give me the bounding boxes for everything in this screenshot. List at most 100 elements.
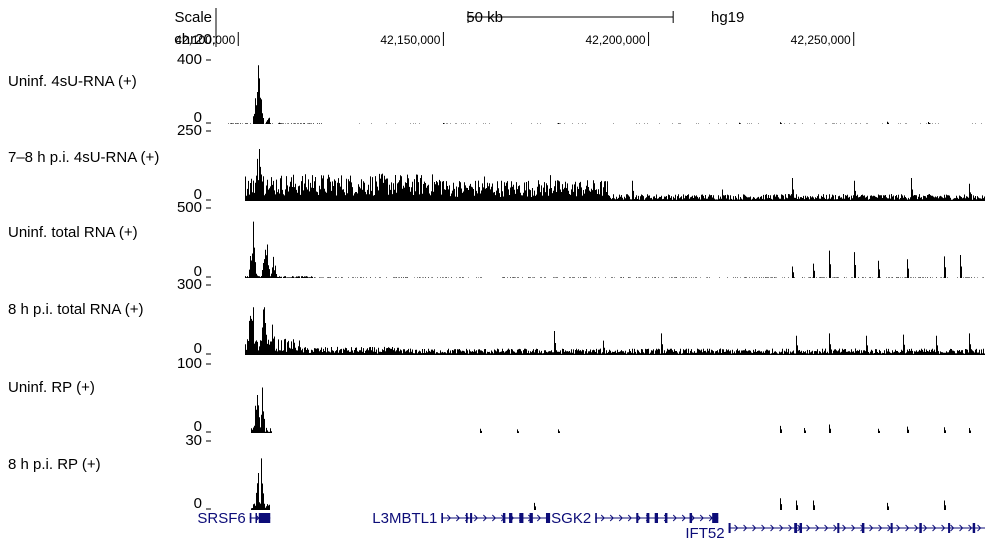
- track-5: Uninf. RP (+) 100 0: [8, 355, 971, 435]
- track-signal: [228, 65, 982, 124]
- track-ymin-label: 0: [194, 418, 202, 435]
- gene-exon: [664, 513, 668, 523]
- gene-strand-arrow: [842, 524, 847, 532]
- gene-strand-arrow: [968, 524, 973, 532]
- track-ymax-label: 100: [177, 355, 202, 372]
- track-4: 8 h p.i. total RNA (+) 300 0: [8, 276, 985, 357]
- gene-strand-arrow: [681, 514, 686, 522]
- position-ticks: 42,100,000 42,150,000 42,200,000 42,250,000: [175, 32, 855, 47]
- scale-label: Scale: [174, 9, 212, 26]
- track-label: Uninf. total RNA (+): [8, 224, 138, 241]
- track-label: 8 h p.i. total RNA (+): [8, 301, 143, 318]
- gene-exon: [258, 513, 271, 523]
- gene-strand-arrow: [474, 514, 479, 522]
- gene-exon: [519, 513, 524, 523]
- gene-strand-arrow: [761, 524, 766, 532]
- gene-exon: [799, 523, 803, 533]
- position-tick-label: 42,100,000: [175, 33, 235, 47]
- track-ymax-label: 300: [177, 276, 202, 293]
- gene-strand-arrow: [941, 524, 946, 532]
- gene-exon: [529, 513, 533, 523]
- gene-strand-arrow: [672, 514, 677, 522]
- track-signal: [245, 307, 985, 355]
- track-label: Uninf. 4sU-RNA (+): [8, 73, 137, 90]
- gene-strand-arrow: [779, 524, 784, 532]
- gene-exon: [861, 523, 865, 533]
- gene-strand-arrow: [923, 524, 928, 532]
- track-label: Uninf. RP (+): [8, 379, 95, 396]
- chrom-label: chr20:: [174, 31, 216, 48]
- gene-exon: [712, 513, 719, 523]
- gene-exon: [890, 523, 893, 533]
- gene-exon: [465, 513, 468, 523]
- gene-strand-arrow: [770, 524, 775, 532]
- gene-strand-arrow: [896, 524, 901, 532]
- gene-exon: [948, 523, 951, 533]
- gene-strand-arrow: [734, 524, 739, 532]
- assembly-label: hg19: [711, 9, 744, 26]
- track-signal: [251, 387, 971, 433]
- track-ymax-label: 500: [177, 199, 202, 216]
- track-1: Uninf. 4sU-RNA (+) 400 0: [8, 51, 982, 126]
- track-signal: [245, 221, 984, 278]
- gene-strand-arrow: [492, 514, 497, 522]
- track-label: 7–8 h p.i. 4sU-RNA (+): [8, 149, 159, 166]
- gene-strand-arrow: [609, 514, 614, 522]
- position-tick-label: 42,200,000: [585, 33, 645, 47]
- gene-strand-arrow: [690, 514, 695, 522]
- track-3: Uninf. total RNA (+) 500 0: [8, 199, 984, 280]
- gene-strand-arrow: [851, 524, 856, 532]
- gene-exon: [794, 523, 798, 533]
- gene-strand-arrow: [447, 514, 452, 522]
- gene-label: IFT52: [685, 525, 724, 541]
- track-2: 7–8 h p.i. 4sU-RNA (+) 250 0: [8, 122, 985, 203]
- gene-label: SGK2: [551, 510, 591, 527]
- track-signal: [251, 458, 946, 510]
- gene-strand-arrow: [932, 524, 937, 532]
- gene-strand-arrow: [869, 524, 874, 532]
- gene-l3mbtl1: L3MBTL1: [372, 510, 551, 527]
- gene-strand-arrow: [752, 524, 757, 532]
- ruler-header: Scale 50 kb hg19 chr20: 42,100,000 42,150…: [174, 8, 855, 48]
- gene-strand-arrow: [905, 524, 910, 532]
- gene-exon: [689, 513, 693, 523]
- scale-bar: [467, 11, 674, 23]
- gene-exon: [919, 523, 922, 533]
- gene-strand-arrow: [743, 524, 748, 532]
- track-label: 8 h p.i. RP (+): [8, 456, 101, 473]
- gene-exon: [470, 513, 473, 523]
- gene-exon: [636, 513, 639, 523]
- gene-exon: [837, 523, 840, 533]
- gene-strand-arrow: [815, 524, 820, 532]
- gene-exon: [654, 513, 658, 523]
- gene-exon: [502, 513, 506, 523]
- track-ymin-label: 0: [194, 109, 202, 126]
- track-ymax-label: 30: [185, 432, 202, 449]
- gene-exon: [595, 513, 597, 523]
- gene-strand-arrow: [833, 524, 838, 532]
- gene-exon: [249, 513, 252, 523]
- gene-exon: [646, 513, 650, 523]
- gene-srsf6: SRSF6: [197, 510, 271, 527]
- gene-strand-arrow: [878, 524, 883, 532]
- gene-strand-arrow: [914, 524, 919, 532]
- track-ymin-label: 0: [194, 495, 202, 512]
- gene-strand-arrow: [483, 514, 488, 522]
- track-ymin-label: 0: [194, 186, 202, 203]
- gene-exon: [509, 513, 513, 523]
- track-ymax-label: 250: [177, 122, 202, 139]
- gene-annotations: SRSF6 L3MBTL1 SGK2 IFT52: [197, 510, 985, 541]
- gene-strand-arrow: [977, 524, 982, 532]
- gene-strand-arrow: [537, 514, 542, 522]
- gene-exon: [441, 513, 443, 523]
- gene-strand-arrow: [824, 524, 829, 532]
- gene-strand-arrow: [788, 524, 793, 532]
- track-signal: [245, 149, 985, 201]
- gene-ift52: IFT52: [685, 523, 985, 541]
- gene-strand-arrow: [456, 514, 461, 522]
- gene-exon: [972, 523, 976, 533]
- track-ymin-label: 0: [194, 340, 202, 357]
- track-ymax-label: 400: [177, 51, 202, 68]
